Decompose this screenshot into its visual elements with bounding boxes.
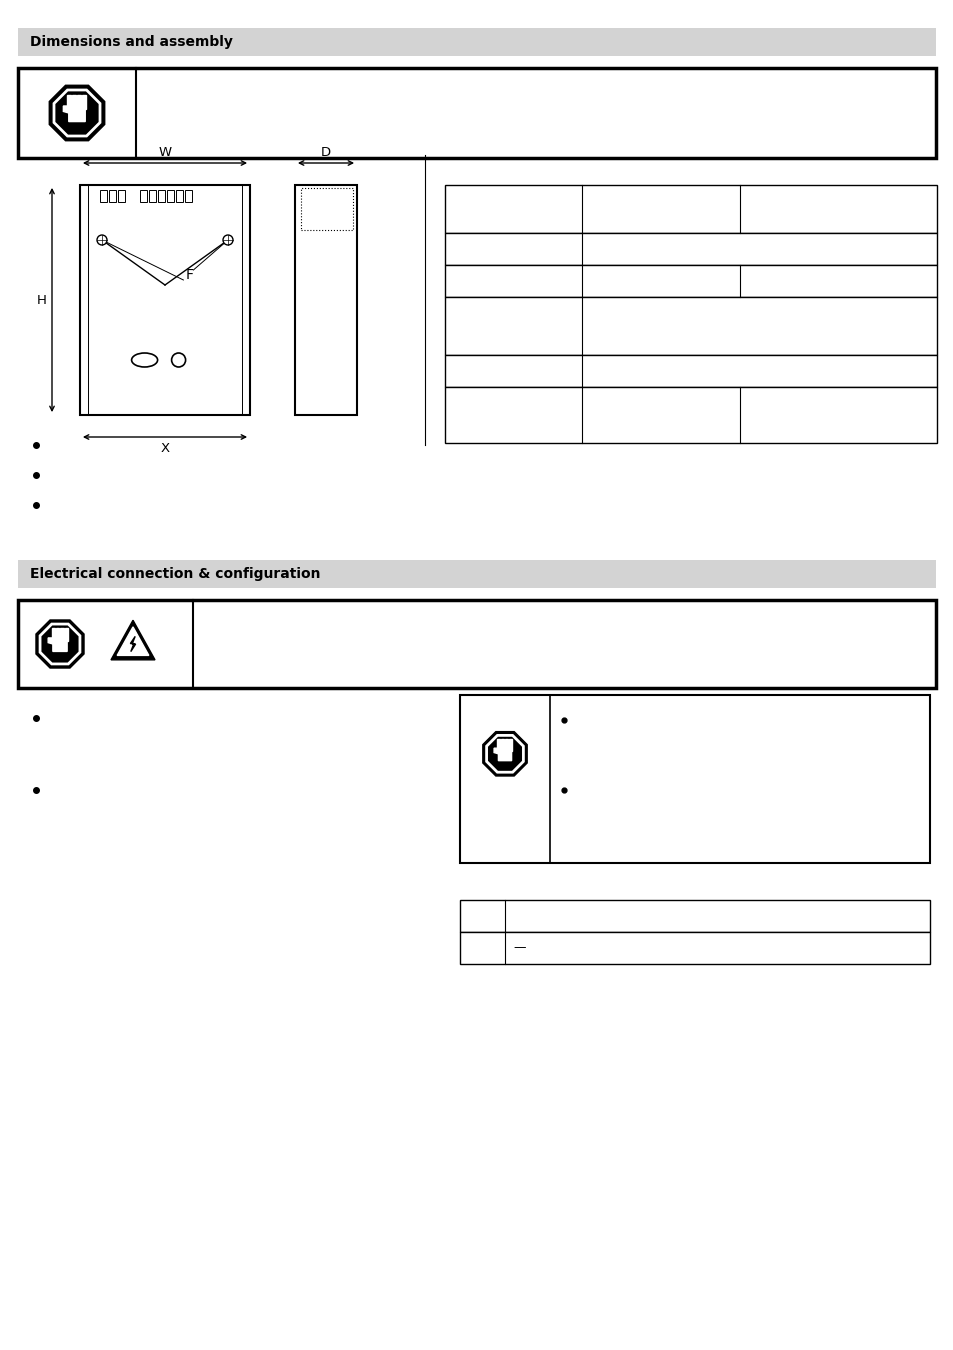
Polygon shape	[72, 95, 76, 109]
Polygon shape	[482, 732, 527, 776]
Polygon shape	[111, 620, 154, 660]
Bar	[158, 190, 165, 202]
Bar	[175, 190, 183, 202]
Text: Dimensions and assembly: Dimensions and assembly	[30, 35, 233, 49]
Bar	[444, 297, 936, 355]
Bar	[444, 185, 936, 234]
Polygon shape	[67, 95, 71, 109]
Polygon shape	[69, 104, 85, 122]
Polygon shape	[50, 85, 105, 140]
Polygon shape	[82, 95, 86, 109]
Bar	[118, 190, 125, 202]
Polygon shape	[77, 95, 81, 109]
Polygon shape	[509, 740, 512, 751]
Polygon shape	[497, 747, 511, 760]
Ellipse shape	[132, 352, 157, 367]
Ellipse shape	[97, 235, 107, 244]
Text: X: X	[160, 443, 170, 455]
Bar	[18, 68, 935, 158]
Polygon shape	[497, 740, 499, 751]
Ellipse shape	[172, 352, 186, 367]
Text: —: —	[513, 941, 525, 954]
Bar	[109, 190, 116, 202]
Bar	[444, 265, 936, 297]
Polygon shape	[52, 636, 67, 652]
Text: F: F	[185, 269, 193, 282]
Polygon shape	[56, 628, 59, 641]
Text: D: D	[320, 147, 331, 159]
Bar	[301, 188, 353, 230]
Bar	[444, 234, 936, 265]
Bar	[444, 387, 936, 443]
Bar	[459, 695, 929, 863]
Polygon shape	[63, 107, 69, 113]
Text: Electrical connection & configuration: Electrical connection & configuration	[30, 567, 320, 580]
Polygon shape	[60, 628, 64, 641]
Bar	[18, 599, 935, 688]
Bar	[444, 355, 936, 387]
Bar	[18, 28, 935, 55]
Polygon shape	[486, 736, 523, 772]
Polygon shape	[131, 636, 135, 652]
Bar	[459, 931, 929, 964]
Polygon shape	[500, 740, 504, 751]
Text: H: H	[37, 293, 47, 306]
Bar	[18, 560, 935, 589]
Bar	[167, 190, 173, 202]
Bar	[459, 900, 929, 931]
Polygon shape	[36, 620, 84, 668]
Polygon shape	[505, 740, 508, 751]
Polygon shape	[40, 624, 80, 664]
Ellipse shape	[223, 235, 233, 244]
Polygon shape	[54, 90, 100, 136]
Bar	[100, 190, 107, 202]
Bar	[294, 185, 356, 414]
Text: W: W	[158, 147, 172, 159]
Bar	[140, 190, 147, 202]
Polygon shape	[48, 639, 52, 644]
Polygon shape	[65, 628, 68, 641]
Polygon shape	[51, 628, 55, 641]
Polygon shape	[494, 748, 497, 753]
Bar	[185, 190, 192, 202]
Bar	[80, 185, 250, 414]
Bar	[149, 190, 156, 202]
Polygon shape	[117, 626, 149, 655]
